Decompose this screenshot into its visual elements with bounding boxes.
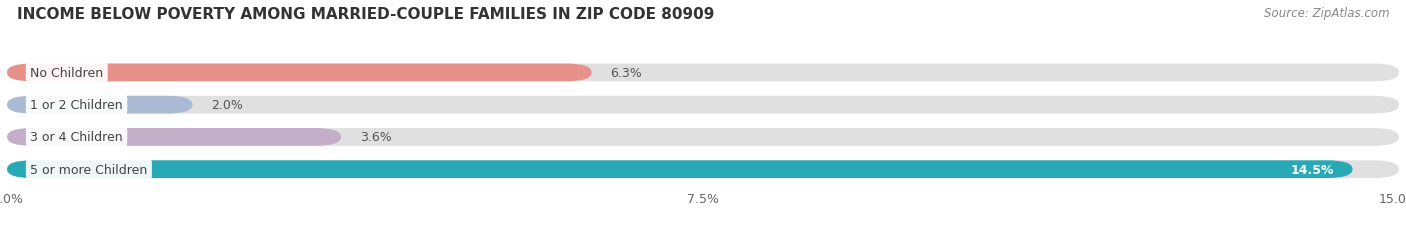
Text: 5 or more Children: 5 or more Children [31, 163, 148, 176]
Text: Source: ZipAtlas.com: Source: ZipAtlas.com [1264, 7, 1389, 20]
FancyBboxPatch shape [7, 64, 592, 82]
FancyBboxPatch shape [7, 161, 1353, 178]
Text: 1 or 2 Children: 1 or 2 Children [31, 99, 122, 112]
Text: 6.3%: 6.3% [610, 67, 643, 79]
Text: 3.6%: 3.6% [360, 131, 391, 144]
FancyBboxPatch shape [7, 96, 193, 114]
FancyBboxPatch shape [7, 96, 1399, 114]
FancyBboxPatch shape [7, 128, 1399, 146]
FancyBboxPatch shape [7, 64, 1399, 82]
FancyBboxPatch shape [7, 128, 342, 146]
Text: 2.0%: 2.0% [211, 99, 243, 112]
Text: INCOME BELOW POVERTY AMONG MARRIED-COUPLE FAMILIES IN ZIP CODE 80909: INCOME BELOW POVERTY AMONG MARRIED-COUPL… [17, 7, 714, 22]
Text: 14.5%: 14.5% [1291, 163, 1334, 176]
Text: No Children: No Children [31, 67, 104, 79]
Text: 3 or 4 Children: 3 or 4 Children [31, 131, 122, 144]
FancyBboxPatch shape [7, 161, 1399, 178]
